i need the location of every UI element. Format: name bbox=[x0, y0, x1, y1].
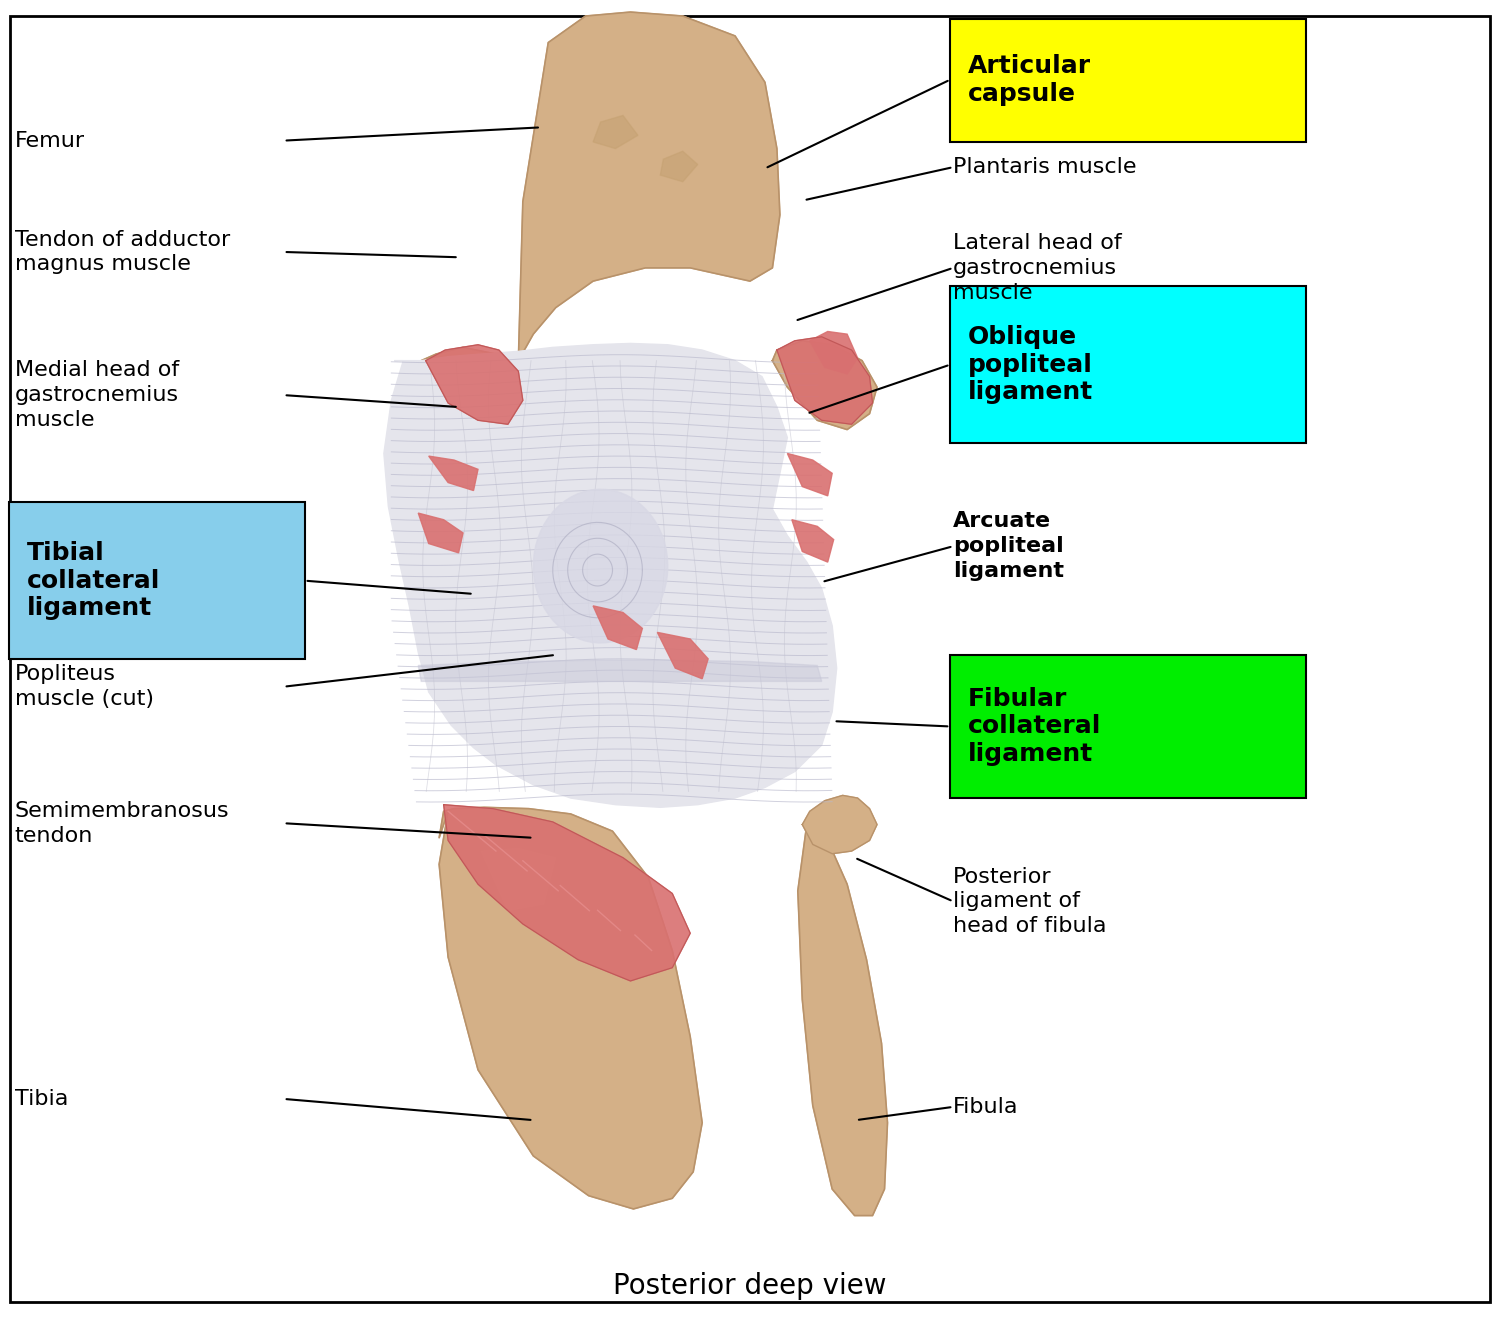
Polygon shape bbox=[429, 457, 478, 491]
Polygon shape bbox=[660, 152, 698, 182]
Polygon shape bbox=[534, 490, 668, 643]
Text: Plantaris muscle: Plantaris muscle bbox=[952, 157, 1137, 177]
Text: Tibial
collateral
ligament: Tibial collateral ligament bbox=[27, 540, 160, 620]
Text: Arcuate
popliteal
ligament: Arcuate popliteal ligament bbox=[952, 511, 1064, 582]
Polygon shape bbox=[519, 12, 780, 361]
Text: Posterior
ligament of
head of fibula: Posterior ligament of head of fibula bbox=[952, 866, 1107, 936]
Text: Tibia: Tibia bbox=[15, 1089, 68, 1109]
Text: Femur: Femur bbox=[15, 130, 86, 150]
Polygon shape bbox=[657, 632, 708, 679]
Polygon shape bbox=[798, 824, 888, 1215]
Polygon shape bbox=[426, 345, 524, 425]
Polygon shape bbox=[772, 341, 877, 430]
Polygon shape bbox=[810, 331, 858, 374]
Polygon shape bbox=[419, 512, 464, 552]
Text: Lateral head of
gastrocnemius
muscle: Lateral head of gastrocnemius muscle bbox=[952, 233, 1122, 302]
Polygon shape bbox=[777, 337, 873, 425]
Polygon shape bbox=[384, 343, 837, 808]
Text: Semimembranosus
tendon: Semimembranosus tendon bbox=[15, 801, 229, 845]
Text: Articular
capsule: Articular capsule bbox=[968, 55, 1092, 106]
Polygon shape bbox=[802, 796, 877, 853]
Text: Tendon of adductor
magnus muscle: Tendon of adductor magnus muscle bbox=[15, 229, 229, 274]
Polygon shape bbox=[592, 116, 638, 149]
Text: Medial head of
gastrocnemius
muscle: Medial head of gastrocnemius muscle bbox=[15, 361, 178, 430]
Polygon shape bbox=[419, 347, 534, 447]
Polygon shape bbox=[592, 606, 642, 650]
Polygon shape bbox=[440, 808, 702, 1209]
Text: Oblique
popliteal
ligament: Oblique popliteal ligament bbox=[968, 325, 1094, 405]
Text: Posterior deep view: Posterior deep view bbox=[614, 1272, 886, 1300]
FancyBboxPatch shape bbox=[9, 503, 304, 659]
Polygon shape bbox=[419, 660, 822, 681]
Polygon shape bbox=[792, 519, 834, 562]
Text: Fibula: Fibula bbox=[952, 1097, 1018, 1117]
Polygon shape bbox=[788, 454, 832, 496]
FancyBboxPatch shape bbox=[951, 286, 1306, 443]
FancyBboxPatch shape bbox=[951, 655, 1306, 799]
FancyBboxPatch shape bbox=[951, 19, 1306, 142]
Text: Fibular
collateral
ligament: Fibular collateral ligament bbox=[968, 687, 1101, 767]
Polygon shape bbox=[482, 848, 555, 910]
Text: Popliteus
muscle (cut): Popliteus muscle (cut) bbox=[15, 664, 153, 709]
Polygon shape bbox=[444, 805, 690, 981]
